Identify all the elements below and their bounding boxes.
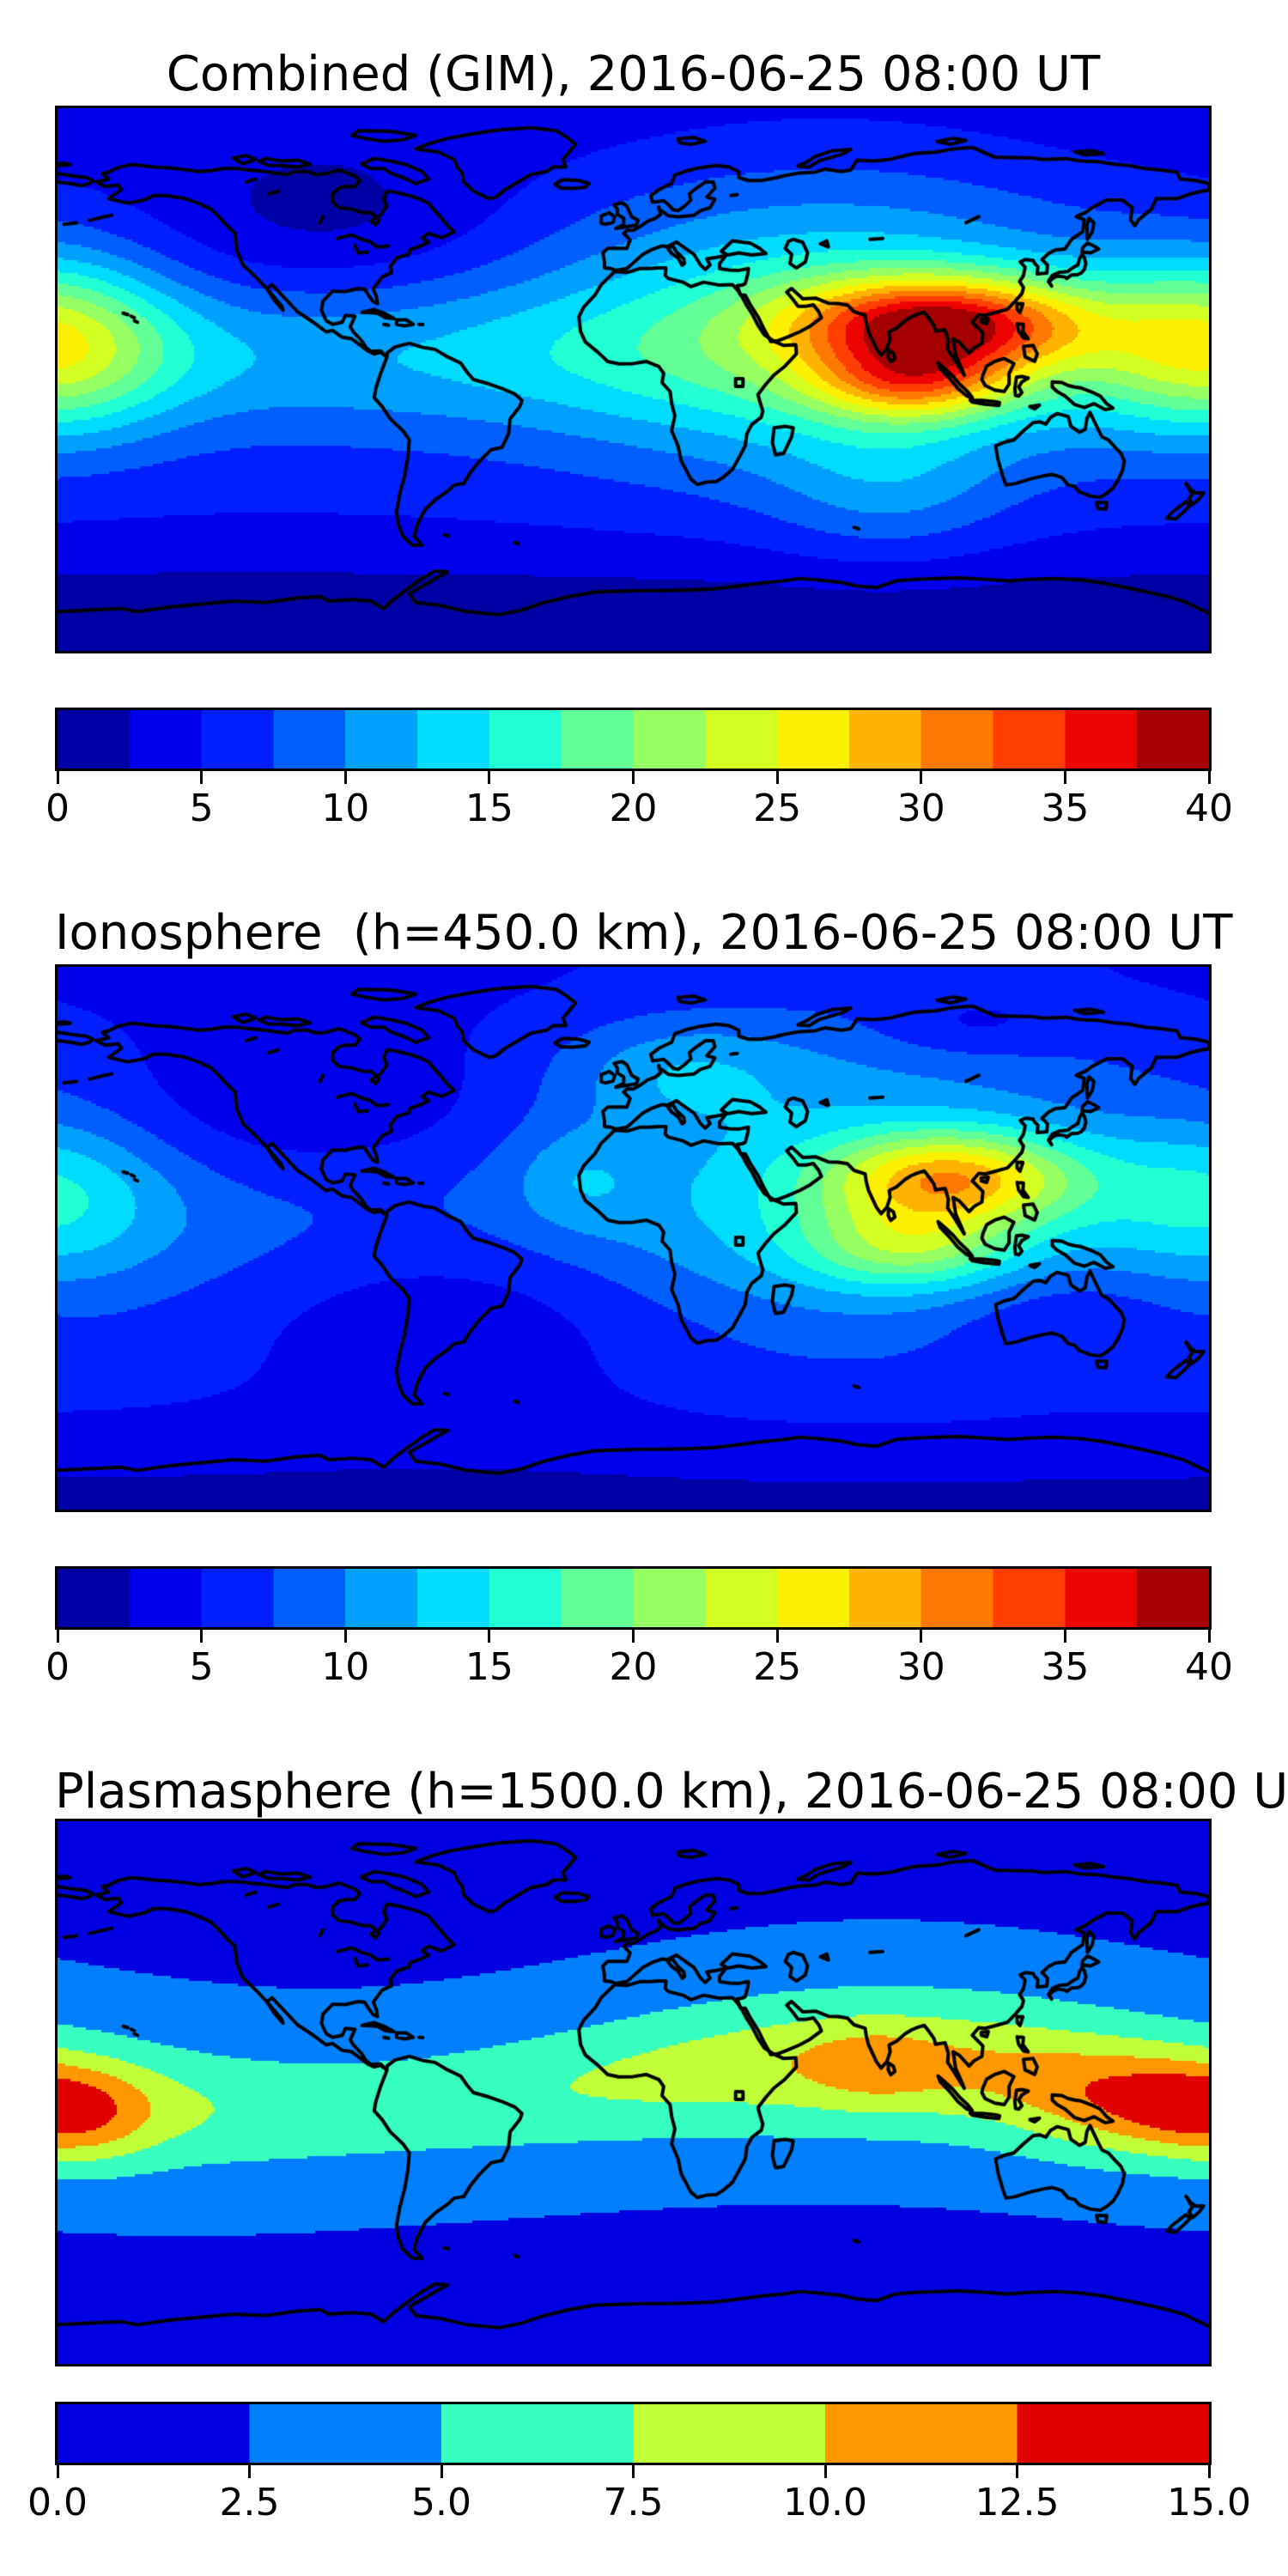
panel-combined-title: Combined (GIM), 2016-06-25 08:00 UT (166, 46, 1101, 102)
colorbar-tick (488, 1630, 491, 1643)
colorbar-tick-label: 0.0 (27, 2481, 88, 2524)
colorbar-tick-label: 30 (896, 1645, 945, 1689)
colorbar-ticks-plasmasphere (56, 2465, 1211, 2479)
colorbar-tick (632, 2465, 635, 2478)
colorbar-tick (56, 2465, 59, 2478)
colorbar-tick-label: 25 (753, 787, 802, 830)
panel-ionosphere-title: Ionosphere (h=450.0 km), 2016-06-25 08:0… (55, 905, 1233, 961)
colorbar-tick-label: 12.5 (975, 2481, 1060, 2524)
colorbar-tick (200, 1630, 204, 1643)
colorbar-tick-label: 10.0 (783, 2481, 867, 2524)
panel-plasmasphere-map (55, 1819, 1212, 2366)
colorbar-tick (1063, 771, 1066, 784)
panel-plasmasphere-title: Plasmasphere (h=1500.0 km), 2016-06-25 0… (55, 1764, 1288, 1820)
colorbar-tick (920, 1630, 923, 1643)
colorbar-ticks-combined (56, 771, 1211, 785)
colorbar-tick (1063, 1630, 1066, 1643)
colorbar-tick (56, 771, 59, 784)
colorbar-labels-ionosphere: 0 5 10 15 20 25 30 35 40 (46, 1645, 1233, 1692)
colorbar-labels-combined: 0 5 10 15 20 25 30 35 40 (46, 787, 1233, 833)
colorbar-tick-label: 10 (321, 787, 370, 830)
colorbar-tick-label: 5 (189, 787, 214, 830)
colorbar-tick-label: 40 (1185, 1645, 1233, 1689)
colorbar-tick (343, 771, 347, 784)
colorbar-tick (775, 771, 779, 784)
colorbar-tick-label: 30 (896, 787, 945, 830)
colorbar-tick (1207, 771, 1211, 784)
tec-map-canvas-ionosphere (58, 967, 1209, 1510)
colorbar-tick-label: 25 (753, 1645, 802, 1689)
colorbar-tick-label: 20 (609, 1645, 658, 1689)
colorbar-tick-label: 15.0 (1167, 2481, 1251, 2524)
colorbar-labels-plasmasphere: 0.0 2.5 5.0 7.5 10.0 12.5 15.0 (27, 2481, 1251, 2527)
colorbar-tick-label: 2.5 (219, 2481, 280, 2524)
colorbar-tick (200, 771, 204, 784)
colorbar-ionosphere (55, 1566, 1212, 1630)
colorbar-tick (920, 771, 923, 784)
colorbar-tick (440, 2465, 443, 2478)
colorbar-tick (632, 771, 635, 784)
colorbar-tick-label: 15 (465, 787, 513, 830)
colorbar-tick-label: 5 (189, 1645, 214, 1689)
panel-ionosphere-map (55, 964, 1212, 1512)
colorbar-tick-label: 7.5 (603, 2481, 664, 2524)
colorbar-tick-label: 10 (321, 1645, 370, 1689)
colorbar-tick (775, 1630, 779, 1643)
tec-map-canvas-combined (58, 108, 1209, 651)
colorbar-tick-label: 35 (1041, 1645, 1090, 1689)
colorbar-tick (1207, 2465, 1211, 2478)
colorbar-tick (632, 1630, 635, 1643)
colorbar-combined (55, 708, 1212, 771)
colorbar-tick (1016, 2465, 1018, 2478)
colorbar-tick (1207, 1630, 1211, 1643)
colorbar-tick-label: 15 (465, 1645, 513, 1689)
colorbar-tick-label: 0 (46, 787, 70, 830)
colorbar-tick-label: 40 (1185, 787, 1233, 830)
colorbar-tick (343, 1630, 347, 1643)
colorbar-tick-label: 5.0 (411, 2481, 471, 2524)
colorbar-tick (248, 2465, 251, 2478)
colorbar-tick (488, 771, 491, 784)
colorbar-tick (823, 2465, 827, 2478)
tec-map-canvas-plasmasphere (58, 1821, 1209, 2364)
panel-combined-map (55, 106, 1212, 653)
colorbar-tick-label: 0 (46, 1645, 70, 1689)
colorbar-ticks-ionosphere (56, 1630, 1211, 1643)
colorbar-tick (56, 1630, 59, 1643)
colorbar-plasmasphere (55, 2402, 1212, 2465)
colorbar-tick-label: 35 (1041, 787, 1090, 830)
colorbar-tick-label: 20 (609, 787, 658, 830)
